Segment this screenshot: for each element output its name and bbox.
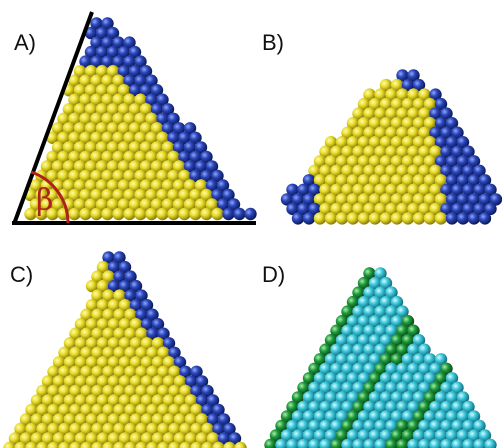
sphere [244, 208, 256, 220]
panel-label: C) [10, 262, 33, 287]
sphere [200, 208, 212, 220]
sphere [369, 212, 381, 224]
page: {"panels": [{"label": "A)", "angle_label… [0, 0, 502, 448]
sphere [358, 212, 370, 224]
sphere [391, 212, 403, 224]
sphere-layer [3, 17, 502, 448]
sphere [479, 212, 491, 224]
sphere [457, 212, 469, 224]
sphere [222, 208, 234, 220]
sphere [134, 208, 146, 220]
sphere [24, 208, 36, 220]
figure: β A) B) C) D) [0, 0, 502, 448]
sphere [413, 212, 425, 224]
sphere [336, 212, 348, 224]
sphere [79, 208, 91, 220]
sphere [145, 208, 157, 220]
sphere [468, 212, 480, 224]
sphere [156, 208, 168, 220]
sphere [112, 208, 124, 220]
panel-label: D) [262, 262, 285, 287]
sphere [189, 208, 201, 220]
sphere [424, 212, 436, 224]
sphere [314, 212, 326, 224]
sphere [101, 208, 113, 220]
panel-label: B) [262, 30, 284, 55]
sphere [178, 208, 190, 220]
sphere [303, 212, 315, 224]
sphere [211, 208, 223, 220]
sphere [123, 208, 135, 220]
sphere [68, 208, 80, 220]
panel-label: A) [14, 30, 36, 55]
sphere [446, 212, 458, 224]
sphere [402, 212, 414, 224]
sphere [233, 208, 245, 220]
sphere [167, 208, 179, 220]
sphere [435, 212, 447, 224]
sphere [90, 208, 102, 220]
sphere [325, 212, 337, 224]
sphere [380, 212, 392, 224]
sphere [292, 212, 304, 224]
angle-label: β [36, 183, 53, 218]
sphere [347, 212, 359, 224]
